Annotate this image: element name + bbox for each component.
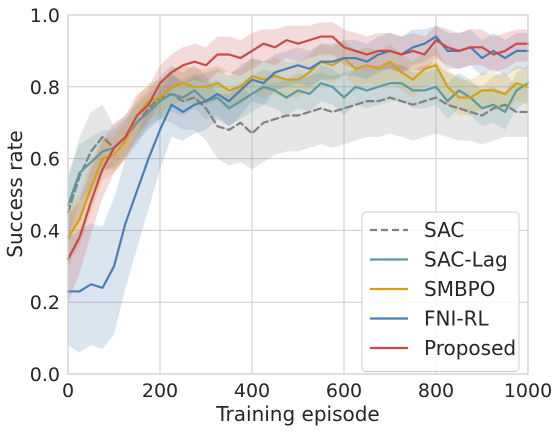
x-tick-label: 400 bbox=[234, 380, 270, 402]
x-tick-labels: 0 200 400 600 800 1000 bbox=[62, 380, 552, 402]
proposed-line bbox=[66, 35, 530, 261]
x-tick-label: 600 bbox=[326, 380, 362, 402]
y-tick-labels: 0.0 0.2 0.4 0.6 0.8 1.0 bbox=[30, 5, 60, 386]
x-tick-label: 1000 bbox=[504, 380, 552, 402]
smbpo-line bbox=[66, 56, 530, 239]
sac-lag-band bbox=[68, 65, 528, 238]
sac-lag-line bbox=[66, 82, 530, 207]
sac-line bbox=[66, 92, 530, 214]
y-axis-label: Success rate bbox=[3, 130, 27, 258]
plot-frame bbox=[67, 14, 529, 375]
sac-band bbox=[68, 61, 528, 245]
legend-box bbox=[361, 211, 520, 372]
fni-rl-legend-label: FNI-RL bbox=[424, 307, 489, 331]
y-tick-label: 0.6 bbox=[30, 149, 60, 171]
y-tick-label: 0.4 bbox=[30, 220, 60, 242]
sac-lag-legend-label: SAC-Lag bbox=[424, 248, 508, 272]
smbpo-legend-label: SMBPO bbox=[424, 277, 495, 301]
y-tick-label: 1.0 bbox=[30, 5, 60, 27]
x-tick-label: 800 bbox=[418, 380, 454, 402]
legend: SAC SAC-Lag SMBPO FNI-RL Proposed bbox=[361, 211, 520, 372]
sac-legend-label: SAC bbox=[424, 218, 464, 242]
x-axis-label: Training episode bbox=[215, 402, 380, 426]
x-tick-label: 0 bbox=[62, 380, 74, 402]
x-tick-label: 200 bbox=[142, 380, 178, 402]
y-tick-label: 0.8 bbox=[30, 77, 60, 99]
proposed-band bbox=[68, 22, 528, 303]
proposed-legend-label: Proposed bbox=[424, 336, 516, 360]
fni-rl-band bbox=[68, 25, 528, 353]
series-lines bbox=[66, 35, 530, 293]
y-tick-label: 0.0 bbox=[30, 364, 60, 386]
grid bbox=[67, 14, 529, 375]
fni-rl-line bbox=[66, 35, 530, 293]
y-tick-label: 0.2 bbox=[30, 292, 60, 314]
